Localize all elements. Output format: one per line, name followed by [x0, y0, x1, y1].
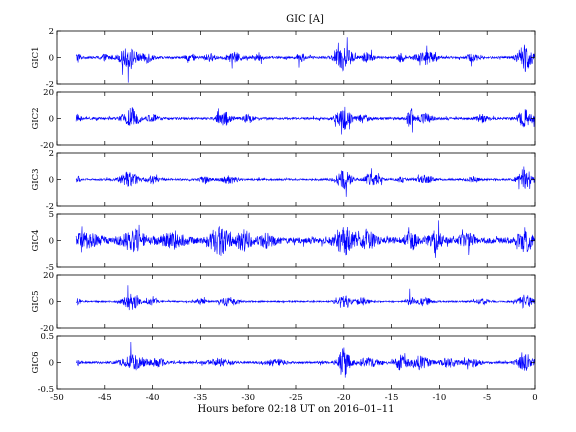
y-axis-label-2: GIC2	[31, 107, 41, 129]
y-tick-label: -2	[46, 80, 54, 90]
y-tick-label: 2	[49, 149, 54, 159]
y-tick-label: 0	[49, 176, 54, 186]
y-tick-label: -5	[46, 263, 54, 273]
gic-trace-4	[75, 220, 535, 258]
y-tick-label: 0.5	[40, 332, 54, 342]
y-axis-label-3: GIC3	[31, 168, 41, 190]
gic-trace-1	[75, 37, 535, 83]
x-axis: -50 -45 -40 -35 -30 -25 -20 -15 -10 -5 0	[50, 393, 538, 403]
x-tick-label: -10	[433, 393, 447, 403]
x-tick-label: -5	[483, 393, 491, 403]
x-tick-label: -20	[337, 393, 351, 403]
y-tick-label: 20	[43, 88, 54, 98]
y-tick-label: -0.5	[38, 385, 54, 395]
y-tick-label: 2	[49, 27, 54, 37]
x-tick-label: -35	[194, 393, 208, 403]
y-tick-label: 0	[49, 298, 54, 308]
y-tick-label: -20	[40, 141, 54, 151]
gic-trace-2	[75, 106, 535, 135]
x-tick-label: 0	[532, 393, 537, 403]
x-tick-label: -50	[50, 393, 64, 403]
gic-trace-3	[75, 166, 535, 197]
gic-trace-6	[75, 341, 535, 378]
y-axis-label-5: GIC5	[31, 290, 41, 312]
figure-title: GIC [A]	[286, 14, 324, 25]
y-tick-label: 0	[49, 237, 54, 247]
y-axis-label-4: GIC4	[31, 229, 41, 251]
y-tick-label: 0	[49, 54, 54, 64]
panels-group: -202GIC1-20020GIC2-202GIC3-505GIC4-20020…	[31, 27, 536, 395]
panel-3: -2 0 2 GIC3	[31, 149, 536, 212]
x-axis-label: Hours before 02:18 UT on 2016–01–11	[197, 404, 394, 415]
x-tick-label: -25	[289, 393, 303, 403]
panel-1: -2 0 2 GIC1	[31, 27, 536, 90]
x-tick-label: -45	[98, 393, 112, 403]
y-tick-label: -20	[40, 324, 54, 334]
panel-6: -0.5 0 0.5 GIC6	[31, 332, 536, 395]
panel-4: -5 0 5 GIC4	[31, 210, 536, 273]
x-tick-label: -15	[385, 393, 399, 403]
y-tick-label: 20	[43, 271, 54, 281]
y-tick-label: 0	[49, 359, 54, 369]
y-tick-label: 5	[49, 210, 54, 220]
y-axis-label-6: GIC6	[31, 351, 41, 373]
x-tick-label: -40	[146, 393, 160, 403]
y-axis-label-1: GIC1	[31, 46, 41, 68]
y-tick-label: -2	[46, 202, 54, 212]
y-tick-label: 0	[49, 115, 54, 125]
gic-trace-5	[75, 285, 535, 311]
x-tick-label: -30	[241, 393, 255, 403]
